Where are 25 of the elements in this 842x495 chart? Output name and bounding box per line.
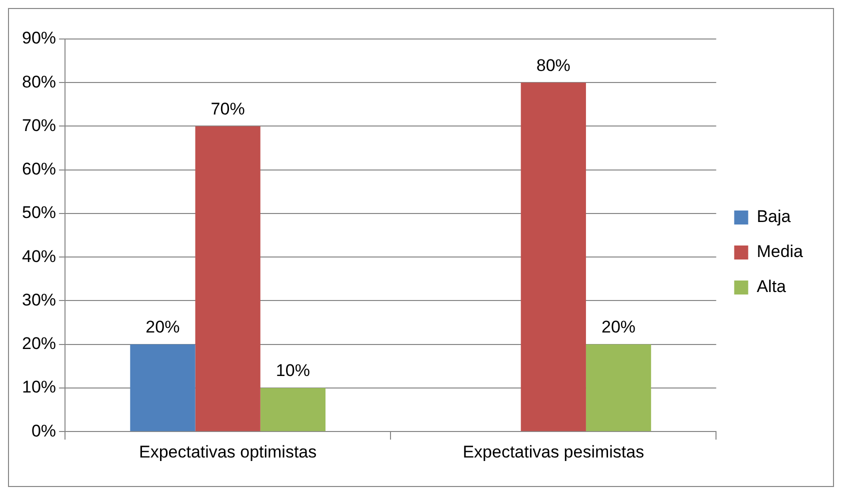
y-tick-label: 20%	[22, 334, 56, 354]
y-tick-label: 10%	[22, 378, 56, 397]
bar	[586, 344, 652, 432]
data-label: 20%	[146, 318, 180, 337]
data-label: 70%	[210, 99, 245, 118]
legend-label: Alta	[756, 277, 787, 296]
legend-label: Media	[756, 242, 804, 262]
x-tick-label: Expectativas pesimistas	[462, 442, 644, 462]
y-tick-label: 0%	[31, 421, 56, 440]
data-label: 80%	[536, 56, 570, 75]
x-tick-label: Expectativas optimistas	[139, 442, 317, 462]
y-tick-label: 60%	[22, 160, 56, 179]
bar	[520, 82, 586, 432]
bar	[260, 388, 326, 432]
bar	[130, 344, 196, 432]
data-label: 20%	[602, 318, 636, 337]
bar	[195, 126, 260, 432]
y-tick-label: 70%	[22, 116, 56, 135]
y-tick-label: 40%	[22, 246, 56, 266]
data-label: 10%	[276, 361, 310, 380]
y-tick-label: 50%	[22, 203, 56, 222]
legend-label: Baja	[756, 207, 792, 226]
y-tick-label: 80%	[22, 72, 56, 92]
y-tick-label: 30%	[22, 290, 56, 310]
y-tick-label: 90%	[22, 28, 56, 48]
